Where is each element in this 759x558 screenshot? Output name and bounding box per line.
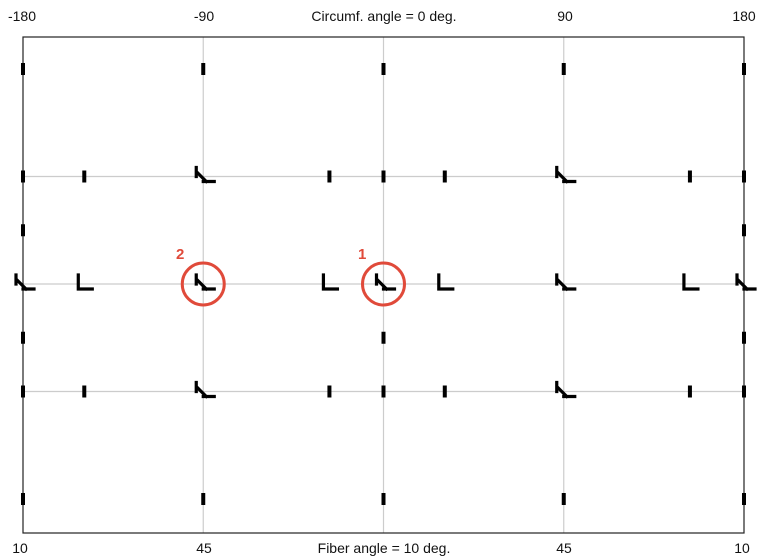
vertical-bar-glyph [442, 170, 447, 183]
vertical-bar-glyph [381, 63, 386, 75]
vertical-bar-glyph [381, 385, 386, 398]
highlight-rings [180, 261, 406, 307]
top-tick-label: -180 [7, 8, 37, 24]
arrow-glyph [14, 273, 36, 292]
vertical-bar-glyph [82, 170, 87, 183]
arrow-glyph [194, 165, 216, 184]
vertical-bar-glyph [21, 331, 25, 344]
corner-glyph [682, 273, 700, 291]
vertical-bar-glyph [687, 170, 692, 183]
vertical-bar-glyph [561, 63, 566, 75]
vertical-bar-glyph [21, 63, 25, 75]
bottom-tick-label: 45 [556, 540, 572, 556]
arrow-glyph [194, 380, 216, 399]
vertical-bar-glyph [742, 385, 746, 398]
arrow-glyph [555, 273, 577, 292]
vertical-bar-glyph [327, 170, 332, 183]
vertical-bar-glyph [561, 493, 566, 505]
vertical-bar-glyph [381, 331, 386, 344]
corner-glyph [76, 273, 94, 291]
vertical-bar-glyph [327, 385, 332, 398]
corner-glyph [321, 273, 340, 291]
vertical-bar-glyph [21, 224, 25, 237]
top-tick-label: 90 [557, 8, 573, 24]
top-axis-label: Circumf. angle = 0 deg. [311, 8, 457, 24]
bottom-tick-label: 10 [734, 540, 750, 556]
vertical-bar-glyph [742, 331, 746, 344]
highlight-number-1: 1 [358, 246, 367, 263]
highlight-number-2: 2 [176, 246, 185, 263]
bottom-tick-label: 10 [12, 540, 28, 556]
corner-glyph [437, 273, 455, 291]
arrow-glyph [555, 380, 577, 399]
bottom-axis-label: Fiber angle = 10 deg. [317, 540, 451, 556]
highlight-ring-1 [361, 261, 406, 307]
vertical-bar-glyph [742, 63, 746, 75]
arrow-glyph [194, 273, 216, 292]
bottom-tick-label: 45 [196, 540, 212, 556]
vertical-bar-glyph [82, 385, 87, 398]
vertical-bar-glyph [21, 385, 25, 398]
vertical-bar-glyph [201, 493, 206, 505]
vertical-bar-glyph [442, 385, 447, 398]
vertical-bar-glyph [742, 493, 746, 505]
vertical-bar-glyph [201, 63, 206, 75]
top-tick-label: -90 [193, 8, 215, 24]
top-tick-label: 180 [732, 8, 756, 24]
vertical-bar-glyph [21, 170, 25, 183]
vertical-bar-glyph [381, 493, 386, 505]
arrow-glyph [555, 165, 577, 184]
vertical-bar-glyph [21, 493, 25, 505]
vertical-bar-glyph [742, 224, 746, 237]
vertical-bar-glyph [381, 170, 386, 183]
highlight-ring-2 [180, 261, 226, 307]
vertical-bar-glyph [742, 170, 746, 183]
arrow-glyph [735, 273, 757, 292]
vertical-bar-glyph [687, 385, 692, 398]
orientation-glyphs [14, 63, 757, 505]
arrow-glyph [374, 273, 397, 292]
